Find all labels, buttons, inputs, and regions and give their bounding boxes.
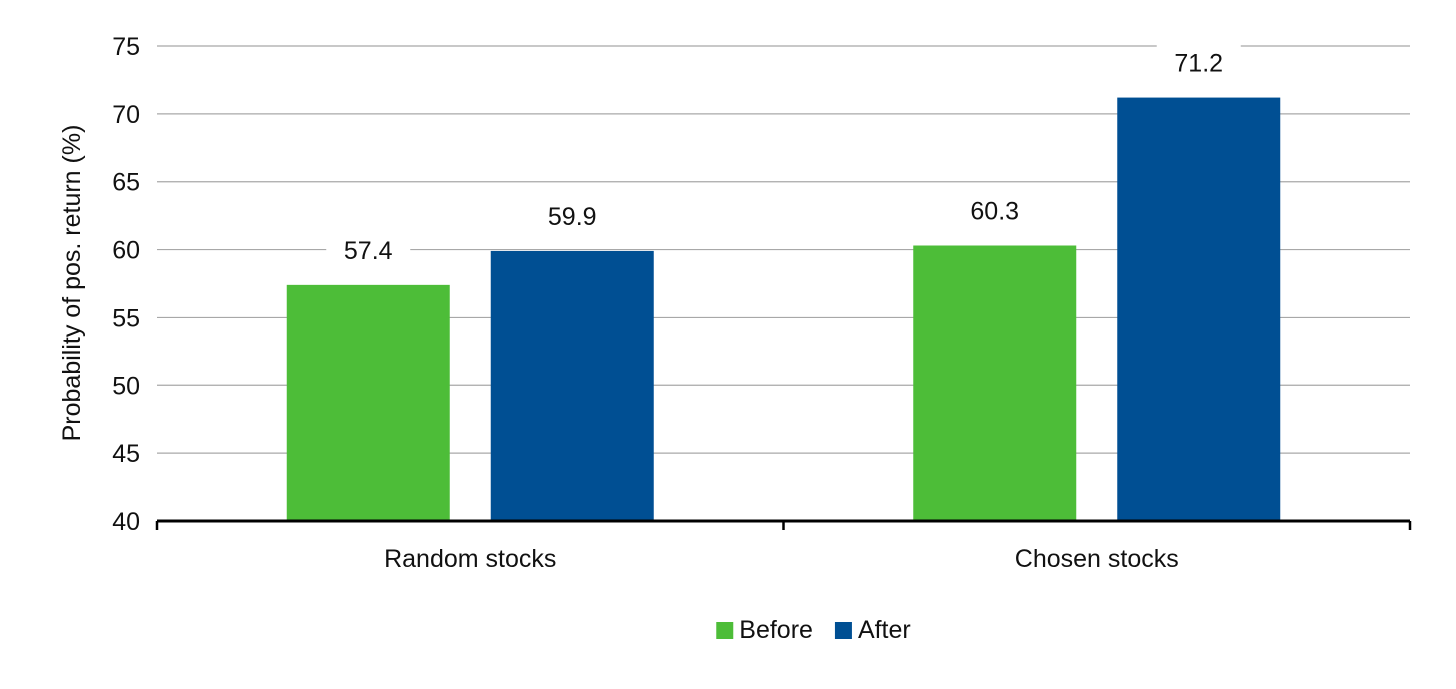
bar-before-1 <box>286 284 450 521</box>
data-label: 60.3 <box>970 198 1019 226</box>
y-tick-label: 75 <box>112 33 140 61</box>
legend-label: After <box>858 616 911 644</box>
bars <box>286 97 1281 522</box>
legend-item-after: After <box>834 616 911 644</box>
y-tick-label: 65 <box>112 169 140 197</box>
data-labels: 57.4 59.9 60.3 71.2 <box>326 44 1241 270</box>
data-label-bg <box>326 231 411 270</box>
data-label: 59.9 <box>548 203 597 231</box>
bar-after-2 <box>1117 97 1281 522</box>
axes: 40 45 50 55 60 65 70 75 Random stocks Chosen stoc… <box>112 33 1412 573</box>
y-tick-label: 40 <box>112 508 140 536</box>
bar-after-1 <box>490 250 654 521</box>
legend: Before After <box>716 616 911 644</box>
x-category-label: Random stocks <box>384 545 556 573</box>
legend-swatch <box>834 622 852 639</box>
y-axis-title: Probability of pos. return (%) <box>58 125 86 442</box>
data-label: 71.2 <box>1174 50 1223 78</box>
legend-swatch <box>716 622 734 639</box>
bar-before-2 <box>913 245 1077 521</box>
x-category-label: Chosen stocks <box>1015 545 1179 573</box>
data-label-bg <box>530 197 615 236</box>
y-tick-label: 70 <box>112 101 140 129</box>
y-tick-label: 45 <box>112 440 140 468</box>
data-label-bg <box>1156 44 1241 83</box>
y-tick-label: 60 <box>112 237 140 265</box>
legend-item-before: Before <box>716 616 813 644</box>
legend-label: Before <box>739 616 813 644</box>
y-tick-label: 55 <box>112 304 140 332</box>
y-tick-label: 50 <box>112 372 140 400</box>
data-label-bg <box>952 192 1037 231</box>
data-label: 57.4 <box>344 237 393 265</box>
